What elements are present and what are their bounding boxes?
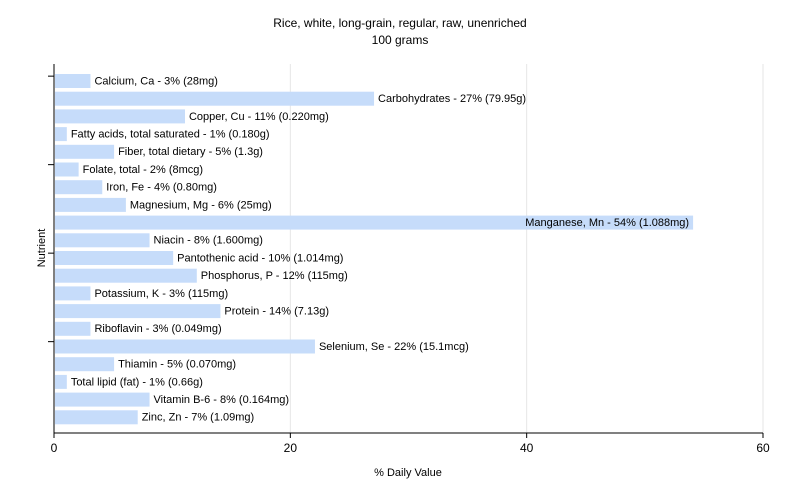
bar-label-7: Magnesium, Mg - 6% (25mg) <box>130 199 272 211</box>
bar-label-1: Carbohydrates - 27% (79.95g) <box>378 93 526 105</box>
bar-8 <box>55 215 694 230</box>
bar-label-10: Pantothenic acid - 10% (1.014mg) <box>177 252 343 264</box>
bar-15 <box>55 339 315 354</box>
bar-18 <box>55 392 150 407</box>
bar-label-5: Folate, total - 2% (8mcg) <box>83 164 203 176</box>
bar-17 <box>55 374 67 389</box>
bar-2 <box>55 109 185 124</box>
bar-0 <box>55 74 91 88</box>
x-axis-title: % Daily Value <box>374 467 442 479</box>
bar-7 <box>55 197 126 212</box>
bar-12 <box>55 286 91 301</box>
bar-5 <box>55 162 79 177</box>
bar-label-0: Calcium, Ca - 3% (28mg) <box>94 75 217 87</box>
bar-label-12: Potassium, K - 3% (115mg) <box>94 288 228 300</box>
chart-subtitle: 100 grams <box>372 33 429 47</box>
bar-11 <box>55 268 197 283</box>
bar-label-17: Total lipid (fat) - 1% (0.66g) <box>71 376 203 388</box>
bar-1 <box>55 91 375 106</box>
bar-label-11: Phosphorus, P - 12% (115mg) <box>201 270 348 282</box>
bar-label-9: Niacin - 8% (1.600mg) <box>154 235 263 247</box>
bar-4 <box>55 144 115 159</box>
bar-label-6: Iron, Fe - 4% (0.80mg) <box>106 182 217 194</box>
bar-label-19: Zinc, Zn - 7% (1.09mg) <box>142 412 254 424</box>
bar-label-8: Manganese, Mn - 54% (1.088mg) <box>525 217 689 229</box>
bar-label-15: Selenium, Se - 22% (15.1mcg) <box>319 341 469 353</box>
bar-3 <box>55 127 67 142</box>
bar-label-4: Fiber, total dietary - 5% (1.3g) <box>118 146 263 158</box>
bar-label-2: Copper, Cu - 11% (0.220mg) <box>189 111 329 123</box>
bar-19 <box>55 410 138 425</box>
bar-14 <box>55 321 91 336</box>
bar-label-13: Protein - 14% (7.13g) <box>224 306 329 318</box>
bar-label-16: Thiamin - 5% (0.070mg) <box>118 359 236 371</box>
bar-label-18: Vitamin B-6 - 8% (0.164mg) <box>154 394 290 406</box>
y-axis-title: Nutrient <box>36 229 48 268</box>
bar-10 <box>55 251 174 265</box>
x-tick-label-0: 0 <box>51 441 58 455</box>
x-tick-label-3: 60 <box>756 441 770 455</box>
bar-label-3: Fatty acids, total saturated - 1% (0.180… <box>71 129 270 141</box>
bar-9 <box>55 233 150 248</box>
bar-6 <box>55 180 103 195</box>
x-tick-label-2: 40 <box>520 441 534 455</box>
bar-13 <box>55 304 221 319</box>
plot-area: Calcium, Ca - 3% (28mg) Carbohydrates - 2… <box>48 64 770 455</box>
bar-16 <box>55 357 115 372</box>
chart-title: Rice, white, long-grain, regular, raw, u… <box>273 16 526 30</box>
bar-label-14: Riboflavin - 3% (0.049mg) <box>94 323 221 335</box>
x-tick-label-1: 20 <box>284 441 298 455</box>
